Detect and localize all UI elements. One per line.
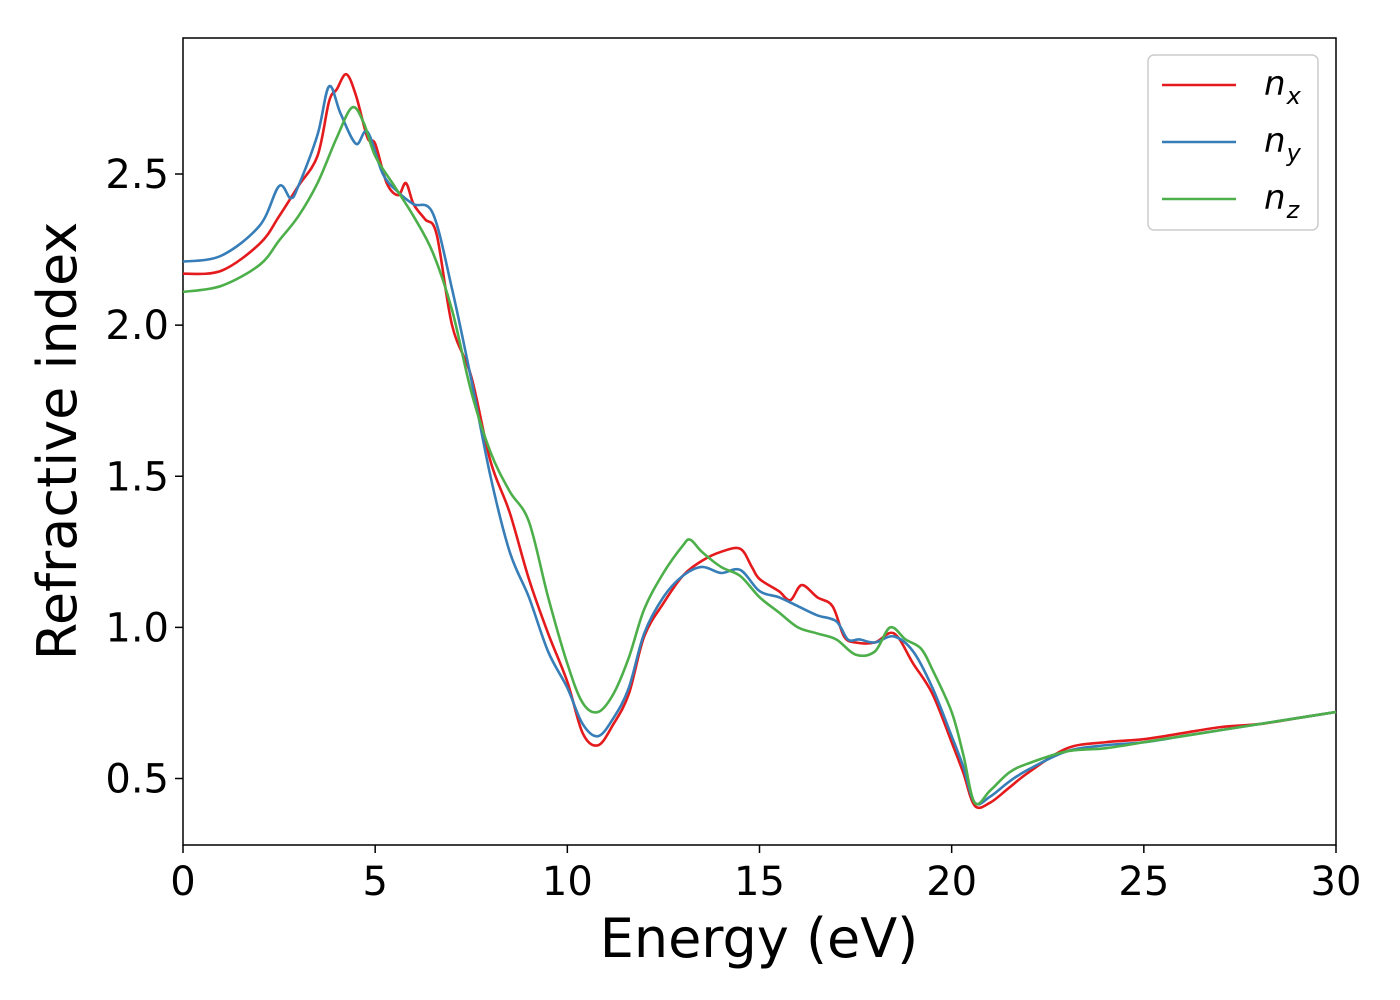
series-line-y xyxy=(182,84,1337,806)
legend-items: nx ny nz xyxy=(1162,64,1302,224)
x-tick-label: 10 xyxy=(542,859,593,905)
x-tick-label: 5 xyxy=(362,859,387,905)
y-axis-ticks: 0.5 1.0 1.5 2.0 2.5 xyxy=(105,152,183,803)
legend-label-z: nz xyxy=(1264,178,1301,224)
x-tick-label: 30 xyxy=(1311,859,1362,905)
x-axis-title: Energy (eV) xyxy=(600,907,919,970)
series-line-z xyxy=(182,105,1337,806)
legend: nx ny nz xyxy=(1147,54,1319,231)
x-tick-label: 25 xyxy=(1118,859,1169,905)
x-axis-ticks: 0 5 10 15 20 25 30 xyxy=(170,845,1361,905)
x-tick-label: 20 xyxy=(926,859,977,905)
y-tick-label: 0.5 xyxy=(105,757,169,803)
x-tick-label: 0 xyxy=(170,859,195,905)
y-tick-label: 1.0 xyxy=(105,605,169,651)
legend-label-y: ny xyxy=(1264,121,1302,167)
x-tick-label: 15 xyxy=(734,859,785,905)
y-axis-title: Refractive index xyxy=(26,222,89,661)
y-tick-label: 2.5 xyxy=(105,152,169,198)
series-layer xyxy=(182,72,1337,810)
y-tick-label: 1.5 xyxy=(105,454,169,500)
legend-label-x: nx xyxy=(1264,64,1302,110)
y-tick-label: 2.0 xyxy=(105,303,169,349)
